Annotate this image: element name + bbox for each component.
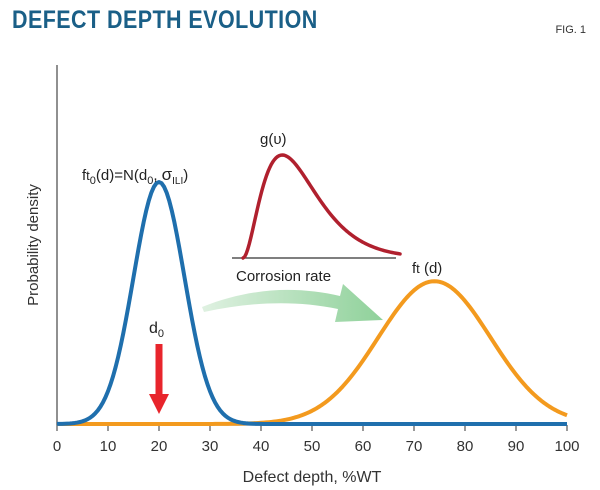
series-initial-line <box>56 180 567 426</box>
initial-distribution-label: ft0(d)=N(d0, σILI) <box>82 165 188 187</box>
x-tick-label: 90 <box>508 438 525 455</box>
inset-label: g(υ) <box>260 131 287 148</box>
d0-arrow <box>149 344 169 414</box>
x-tick-label: 100 <box>554 438 579 455</box>
y-axis-label: Probability density <box>25 184 42 306</box>
transition-arrow <box>202 284 383 322</box>
d0-label: d0 <box>149 320 164 340</box>
x-tick-label: 10 <box>100 438 117 455</box>
d0-arrow-head <box>149 394 169 414</box>
final-distribution-label: ft (d) <box>412 260 442 277</box>
x-tick-label: 80 <box>457 438 474 455</box>
x-tick-label: 40 <box>253 438 270 455</box>
series-final-line <box>57 279 568 426</box>
x-axis-label: Defect depth, %WT <box>243 469 382 486</box>
inset-x-label: Corrosion rate <box>236 268 331 285</box>
figure-title: DEFECT DEPTH EVOLUTION <box>12 6 318 34</box>
x-tick-label: 70 <box>406 438 423 455</box>
x-tick-label: 60 <box>355 438 372 455</box>
d0-arrow-shaft <box>155 344 163 394</box>
inset-chart: g(υ) Corrosion rate <box>232 131 402 285</box>
x-tick-label: 20 <box>151 438 168 455</box>
x-tick-label: 50 <box>304 438 321 455</box>
inset-curve <box>241 153 402 260</box>
x-tick-label: 30 <box>202 438 219 455</box>
x-tick-label: 0 <box>53 438 61 455</box>
figure-number: FIG. 1 <box>555 24 586 36</box>
